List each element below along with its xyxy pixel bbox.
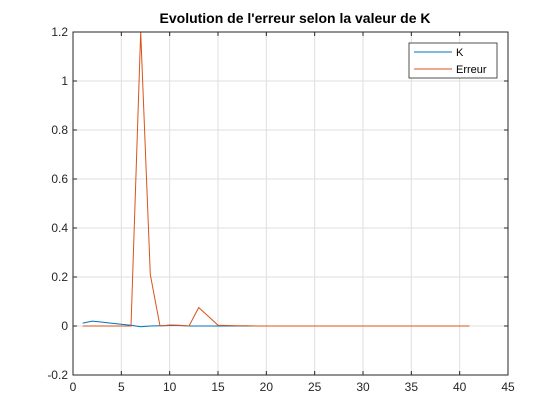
x-tick-label: 35 <box>405 380 419 394</box>
x-tick-label: 40 <box>453 380 467 394</box>
y-tick-label: 0.2 <box>51 270 68 284</box>
x-tick-label: 15 <box>211 380 225 394</box>
y-tick-label: 0.8 <box>51 123 68 137</box>
x-tick-label: 20 <box>260 380 274 394</box>
x-tick-label: 45 <box>501 380 515 394</box>
y-tick-label: 1 <box>61 74 68 88</box>
y-tick-label: 0.4 <box>51 221 68 235</box>
y-tick-label: -0.2 <box>47 368 68 382</box>
legend-label-erreur: Erreur <box>456 64 487 76</box>
axes-box <box>72 31 509 376</box>
chart-title: Evolution de l'erreur selon la valeur de… <box>160 10 431 26</box>
x-tick-label: 10 <box>163 380 177 394</box>
legend-label-k: K <box>456 47 464 59</box>
series-layer <box>82 31 470 328</box>
x-tick-label: 5 <box>118 380 125 394</box>
ticks: 0 5 10 15 20 25 30 35 40 45-0.200.20.40.60.811.2 <box>47 25 515 394</box>
legend-box <box>408 42 498 79</box>
x-tick-label: 30 <box>356 380 370 394</box>
x-tick-label: 0 <box>70 380 77 394</box>
y-tick-label: 1.2 <box>51 25 68 39</box>
grid <box>73 32 508 375</box>
x-tick-label: 25 <box>308 380 322 394</box>
legend: K Erreur <box>408 42 498 79</box>
y-tick-label: 0.6 <box>51 172 68 186</box>
y-tick-label: 0 <box>61 319 68 333</box>
series-line-erreur <box>82 31 470 327</box>
